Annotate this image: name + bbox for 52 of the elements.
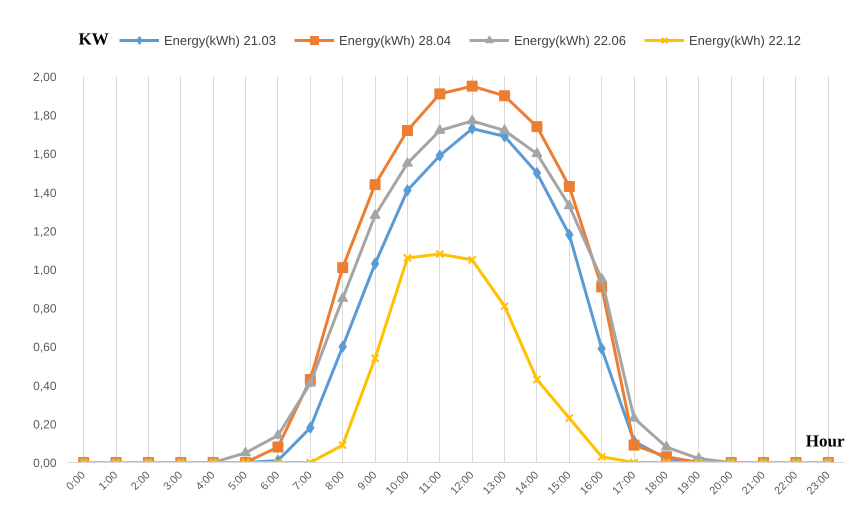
legend-label: Energy(kWh) 22.06 bbox=[514, 32, 626, 48]
point bbox=[402, 157, 413, 167]
y-tick-label: 1,60 bbox=[33, 147, 57, 162]
legend-label: Energy(kWh) 28.04 bbox=[339, 32, 451, 48]
x-tick-label: 3:00 bbox=[161, 469, 186, 493]
y-tick-label: 0,40 bbox=[33, 378, 57, 393]
point bbox=[596, 272, 608, 283]
point bbox=[370, 258, 380, 270]
point bbox=[370, 209, 381, 219]
point bbox=[402, 125, 413, 136]
point bbox=[500, 302, 510, 311]
y-tick-label: 1,40 bbox=[33, 186, 57, 200]
x-tick-label: 8:00 bbox=[323, 469, 347, 493]
point bbox=[403, 184, 412, 196]
x-tick-label: 5:00 bbox=[226, 469, 250, 493]
x-tick-label: 4:00 bbox=[194, 469, 218, 493]
point bbox=[304, 377, 316, 387]
point bbox=[531, 121, 542, 132]
point bbox=[434, 88, 446, 100]
point bbox=[370, 179, 381, 190]
y-tick-label: 0,00 bbox=[33, 456, 57, 470]
point bbox=[564, 181, 575, 192]
point bbox=[564, 200, 575, 210]
point bbox=[628, 412, 640, 422]
point bbox=[499, 90, 510, 102]
point bbox=[240, 446, 252, 456]
x-tick-label: 7:00 bbox=[290, 469, 315, 493]
y-axis-title: KW bbox=[78, 30, 109, 48]
x-tick-label: 0:00 bbox=[64, 469, 88, 493]
x-axis-title: Hour bbox=[806, 432, 845, 450]
point bbox=[468, 255, 477, 264]
legend-label: Energy(kWh) 22.12 bbox=[689, 32, 801, 48]
point bbox=[337, 292, 348, 302]
legend-label: Energy(kWh) 21.03 bbox=[164, 32, 276, 48]
x-tick-label: 1:00 bbox=[96, 469, 120, 493]
point bbox=[466, 80, 478, 92]
y-tick-label: 0,60 bbox=[33, 340, 57, 354]
y-tick-label: 1,80 bbox=[33, 108, 57, 123]
y-tick-label: 2,00 bbox=[33, 70, 57, 84]
y-tick-label: 0,80 bbox=[33, 302, 57, 316]
point bbox=[660, 440, 672, 450]
point bbox=[531, 147, 542, 158]
x-tick-label: 6:00 bbox=[258, 469, 282, 493]
x-tick-label: 9:00 bbox=[356, 469, 380, 493]
point bbox=[272, 429, 284, 439]
point bbox=[337, 262, 348, 274]
point bbox=[532, 167, 542, 179]
point bbox=[402, 253, 412, 262]
y-tick-label: 0,20 bbox=[33, 417, 57, 432]
y-tick-label: 1,00 bbox=[33, 263, 57, 277]
point bbox=[435, 250, 444, 259]
y-tick-label: 1,20 bbox=[33, 224, 57, 238]
